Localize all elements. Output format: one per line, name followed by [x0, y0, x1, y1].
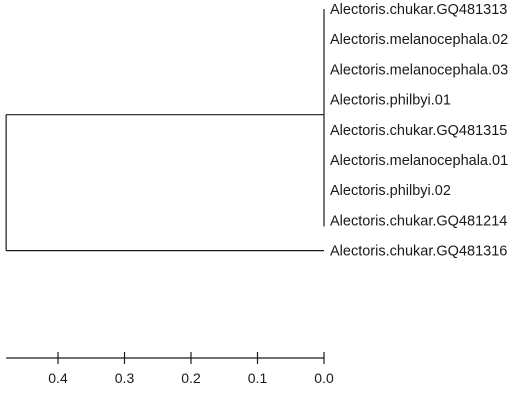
- time-scale-axis: 0.4 0.3 0.2 0.1 0.0: [6, 352, 334, 386]
- tip-label: Alectoris.melanocephala.02: [330, 32, 508, 48]
- tip-label: Alectoris.melanocephala.01: [330, 153, 508, 169]
- tip-label: Alectoris.philbyi.01: [330, 93, 451, 109]
- axis-tick-label: 0.0: [314, 370, 334, 386]
- axis-tick-label: 0.1: [248, 370, 268, 386]
- tip-label: Alectoris.chukar.GQ481214: [330, 213, 507, 229]
- axis-tick-label: 0.2: [181, 370, 201, 386]
- axis-ticks: 0.4 0.3 0.2 0.1 0.0: [48, 352, 334, 386]
- axis-tick-label: 0.3: [115, 370, 135, 386]
- tip-labels: Alectoris.chukar.GQ481313 Alectoris.melan…: [330, 2, 508, 260]
- tip-label: Alectoris.chukar.GQ481315: [330, 123, 507, 139]
- tip-label: Alectoris.melanocephala.03: [330, 62, 508, 78]
- axis-tick-label: 0.4: [48, 370, 68, 386]
- tip-label: Alectoris.chukar.GQ481316: [330, 244, 507, 260]
- tip-label: Alectoris.philbyi.02: [330, 183, 451, 199]
- tip-label: Alectoris.chukar.GQ481313: [330, 2, 507, 18]
- tree-branches: [5, 9, 325, 252]
